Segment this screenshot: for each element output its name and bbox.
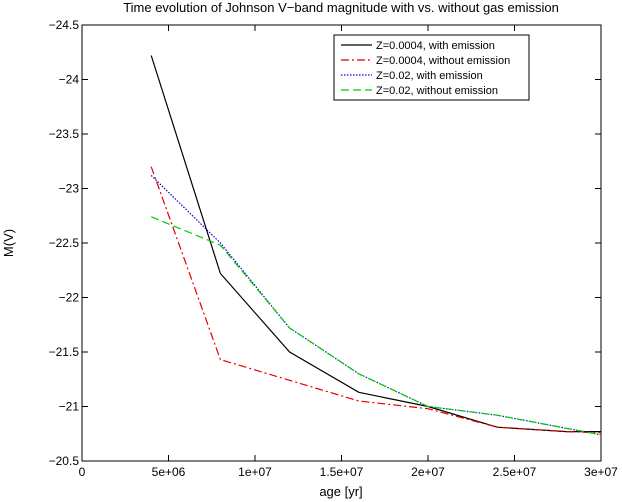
legend-label: Z=0.02, with emission — [376, 70, 483, 82]
y-tick-label: −21 — [59, 400, 80, 414]
x-tick-label: 0 — [79, 465, 86, 479]
x-axis: 0 5e+06 1e+07 1.5e+07 2e+07 2.5e+07 3e+07 — [79, 25, 618, 479]
series-line — [150, 166, 602, 434]
legend-box — [333, 34, 530, 101]
series-lines — [150, 55, 602, 436]
series-line — [150, 55, 601, 433]
x-tick-label: 2e+07 — [411, 465, 445, 479]
x-tick-label: 3e+07 — [584, 465, 618, 479]
x-tick-label: 5e+06 — [152, 465, 186, 479]
y-tick-label: −20.5 — [49, 454, 80, 468]
x-tick-label: 1.5e+07 — [320, 465, 364, 479]
y-tick-label: −22.5 — [49, 236, 80, 250]
y-tick-label: −22 — [59, 291, 80, 305]
y-tick-label: −24 — [59, 73, 80, 87]
y-tick-label: −23 — [59, 182, 80, 196]
y-axis-label: M(V) — [1, 229, 16, 257]
legend-label: Z=0.0004, with emission — [376, 40, 495, 52]
y-tick-label: −24.5 — [49, 18, 80, 32]
chart-title: Time evolution of Johnson V−band magnitu… — [123, 0, 559, 15]
y-tick-label: −21.5 — [49, 345, 80, 359]
legend-label: Z=0.0004, without emission — [376, 55, 510, 67]
y-tick-label: −23.5 — [49, 127, 80, 141]
legend: Z=0.0004, with emission Z=0.0004, without… — [333, 34, 530, 101]
x-tick-label: 2.5e+07 — [493, 465, 537, 479]
x-tick-label: 1e+07 — [238, 465, 272, 479]
legend-label: Z=0.02, without emission — [376, 85, 498, 97]
y-axis: −24.5 −24 −23.5 −23 −22.5 −22 −21.5 −21 −20.5 — [49, 18, 601, 468]
series-line — [150, 216, 602, 436]
x-axis-label: age [yr] — [319, 484, 362, 499]
